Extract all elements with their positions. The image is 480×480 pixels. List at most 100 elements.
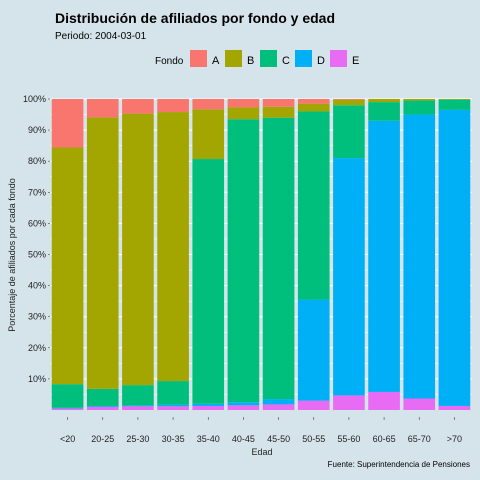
bar-segment-b (51, 147, 84, 385)
bar-segment-b (438, 99, 471, 100)
bar-segment-a (227, 99, 260, 108)
bar-segment-c (403, 100, 436, 115)
legend-label: C (282, 55, 290, 67)
bar-segment-e (403, 398, 436, 410)
bar-segment-e (262, 404, 295, 410)
x-tick-label: 35-40 (197, 434, 220, 444)
bar-segment-d (262, 399, 295, 405)
grid (50, 98, 472, 395)
legend: Fondo A B C D E (155, 50, 359, 67)
x-tick-label: 60-65 (373, 434, 396, 444)
y-tick-label: 20% (28, 343, 46, 353)
x-tick-label: 20-25 (91, 434, 114, 444)
bar-segment-a (262, 99, 295, 107)
legend-label: E (352, 55, 359, 67)
bar-segment-b (262, 106, 295, 118)
x-tick-label: 50-55 (302, 434, 325, 444)
y-tick-label: 60% (28, 218, 46, 228)
bar-segment-e (51, 408, 84, 410)
y-tick-label: 80% (28, 156, 46, 166)
bar-segment-e (227, 405, 260, 410)
bar-segment-d (227, 402, 260, 406)
bar-segment-b (192, 109, 225, 160)
chart-subtitle: Periodo: 2004-03-01 (55, 31, 147, 42)
x-tick-label: 45-50 (267, 434, 290, 444)
bar-segment-a (157, 99, 189, 113)
legend-key-c (260, 50, 277, 67)
y-tick-label: 100% (23, 94, 46, 104)
bar-segment-e (438, 405, 471, 410)
bar-segment-c (333, 105, 365, 159)
legend-key-d (295, 50, 312, 67)
bar-segment-b (157, 112, 189, 382)
bar-segment-b (368, 99, 400, 103)
bar-segment-c (192, 159, 225, 404)
bar-segment-e (297, 400, 330, 410)
bar-segment-c (157, 381, 189, 405)
x-tick-label: <20 (60, 434, 75, 444)
y-axis: 10% 20% 30% 40% 50% 60% 70% 80% 90% 100% (23, 94, 50, 384)
bar-segment-d (122, 405, 154, 407)
bar-segment-e (368, 391, 400, 410)
y-tick-label: 70% (28, 187, 46, 197)
chart-caption: Fuente: Superintendencia de Pensiones (328, 460, 470, 469)
bar-segment-b (122, 113, 154, 386)
bars (51, 99, 471, 410)
legend-label: B (247, 55, 254, 67)
bar-segment-e (333, 395, 365, 410)
bar-segment-d (333, 158, 365, 396)
bar-segment-a (122, 99, 154, 114)
bar-segment-b (86, 117, 119, 389)
legend-title: Fondo (155, 56, 184, 67)
bar-segment-e (192, 405, 225, 410)
x-axis: <20 20-25 25-30 30-35 35-40 40-45 45-50 50-55 55… (60, 417, 462, 444)
y-tick-label: 90% (28, 125, 46, 135)
bar-segment-c (51, 384, 84, 408)
y-tick-label: 30% (28, 312, 46, 322)
bar-segment-d (157, 404, 189, 407)
bar-segment-c (122, 385, 154, 406)
bar-segment-d (403, 114, 436, 399)
y-tick-label: 40% (28, 281, 46, 291)
bar-segment-c (262, 117, 295, 400)
x-tick-label: 30-35 (162, 434, 185, 444)
x-tick-label: 65-70 (408, 434, 431, 444)
bar-segment-b (297, 103, 330, 112)
legend-key-b (225, 50, 242, 67)
bar-segment-a (297, 99, 330, 104)
bar-segment-d (438, 109, 471, 406)
bar-segment-b (333, 99, 365, 106)
bar-segment-e (86, 406, 119, 410)
bar-segment-e (122, 406, 154, 410)
bar-segment-a (86, 99, 119, 118)
bar-segment-d (51, 407, 84, 409)
bar-segment-c (227, 119, 260, 403)
legend-label: D (317, 55, 325, 67)
legend-label: A (212, 55, 220, 67)
bar-segment-c (438, 99, 471, 110)
bar-segment-d (86, 405, 119, 407)
x-tick-label: 25-30 (126, 434, 149, 444)
x-tick-label: >70 (447, 434, 462, 444)
bar-segment-a (192, 99, 225, 110)
bar-segment-a (51, 99, 84, 148)
bar-segment-e (157, 406, 189, 410)
bar-segment-c (368, 102, 400, 121)
y-tick-label: 50% (28, 250, 46, 260)
legend-key-e (330, 50, 347, 67)
bar-segment-c (297, 111, 330, 300)
bar-segment-b (227, 107, 260, 120)
y-tick-label: 10% (28, 374, 46, 384)
legend-key-a (190, 50, 207, 67)
bar-segment-a (333, 99, 365, 100)
bar-segment-b (403, 99, 436, 101)
chart-title: Distribución de afiliados por fondo y ed… (55, 10, 335, 26)
x-tick-label: 55-60 (337, 434, 360, 444)
bar-segment-d (297, 299, 330, 401)
x-axis-label: Edad (251, 447, 272, 457)
bar-segment-d (192, 403, 225, 406)
x-tick-label: 40-45 (232, 434, 255, 444)
y-axis-label: Porcentaje de afiliados por cada fondo (7, 178, 17, 332)
bar-segment-d (368, 120, 400, 392)
